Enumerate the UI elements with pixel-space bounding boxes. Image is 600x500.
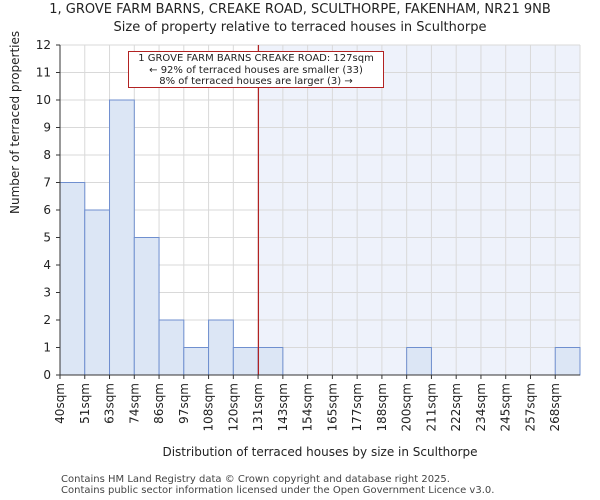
y-tick-label: 5 [43,231,51,245]
histogram-bar [406,347,432,376]
chart-title: 1, GROVE FARM BARNS, CREAKE ROAD, SCULTH… [49,2,551,17]
x-tick-label: 165sqm [325,383,339,431]
y-tick-label: 0 [43,368,51,382]
x-tick-label: 63sqm [103,383,117,424]
histogram-bar [232,347,259,376]
x-tick-label: 40sqm [53,383,67,424]
histogram-bar [554,347,581,376]
x-tick-label: 222sqm [449,383,463,431]
y-axis-label: Number of terraced properties [8,30,22,214]
y-tick-label: 8 [43,148,51,162]
y-tick-label: 12 [36,38,51,52]
y-tick-label: 9 [43,121,51,135]
y-tick-label: 11 [36,66,51,80]
y-tick-label: 6 [43,203,51,217]
property-annotation: 1 GROVE FARM BARNS CREAKE ROAD: 127sqm ←… [128,51,384,88]
annotation-line-2: ← 92% of terraced houses are smaller (33… [149,64,363,76]
x-tick-label: 245sqm [499,383,513,431]
x-tick-label: 131sqm [251,383,265,431]
footer-line-1: Contains HM Land Registry data © Crown c… [61,474,450,485]
histogram-bar [84,209,111,376]
x-tick-label: 51sqm [78,383,92,424]
histogram-bar [133,237,160,376]
y-tick-label: 10 [36,93,51,107]
x-axis-label: Distribution of terraced houses by size … [162,445,478,459]
x-tick-label: 257sqm [523,383,537,431]
chart-subtitle: Size of property relative to terraced ho… [113,20,487,35]
y-tick-label: 2 [43,313,51,327]
histogram-bar [183,347,210,376]
y-tick-label: 3 [43,286,51,300]
histogram-bar [208,319,234,376]
annotation-line-3: 8% of terraced houses are larger (3) → [159,76,353,87]
histogram-bar [59,182,86,376]
annotation-line-1: 1 GROVE FARM BARNS CREAKE ROAD: 127sqm [138,53,374,64]
histogram-bar [257,347,284,376]
y-tick-label: 1 [43,341,51,355]
histogram-bar [109,99,135,376]
x-tick-label: 154sqm [301,383,315,431]
x-tick-label: 268sqm [548,383,562,431]
x-tick-label: 108sqm [202,383,216,431]
x-tick-label: 234sqm [474,383,488,431]
x-tick-label: 97sqm [177,383,191,424]
x-tick-label: 188sqm [375,383,389,431]
y-tick-label: 4 [43,258,51,272]
x-tick-label: 86sqm [152,383,166,424]
x-tick-label: 74sqm [127,383,141,424]
x-tick-label: 143sqm [276,383,290,431]
histogram-bar [158,319,185,376]
x-tick-label: 211sqm [424,383,438,431]
x-tick-label: 177sqm [350,383,364,431]
x-tick-label: 200sqm [400,383,414,431]
x-tick-label: 120sqm [226,383,240,431]
y-tick-label: 7 [43,176,51,190]
footer-line-2: Contains public sector information licen… [61,485,495,496]
